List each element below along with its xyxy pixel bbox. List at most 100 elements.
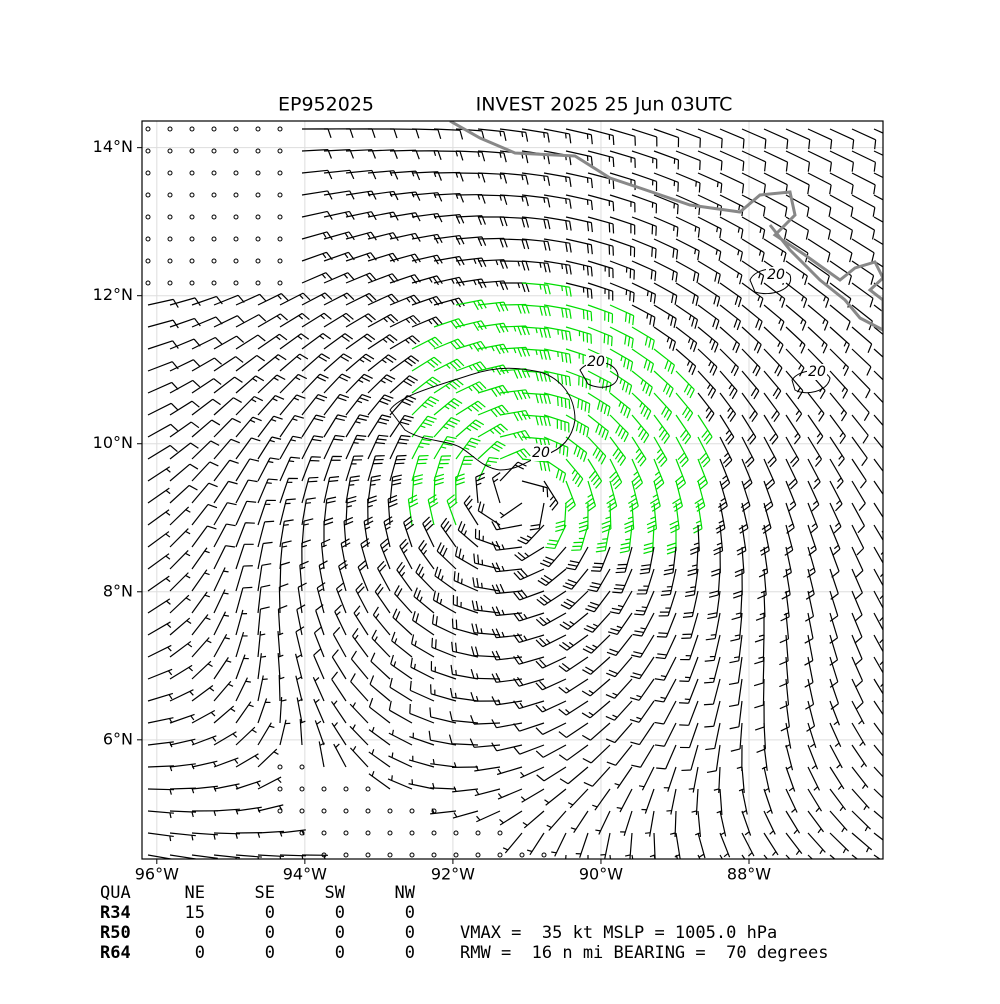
wind-barb — [631, 304, 656, 327]
wind-barb — [147, 575, 171, 592]
wind-barb — [763, 370, 782, 400]
wind-barb — [455, 172, 486, 183]
wind-barb — [477, 259, 508, 269]
wind-barb — [711, 546, 721, 577]
wind-barb — [491, 583, 523, 595]
calm-marker — [365, 830, 371, 836]
wind-barb — [629, 678, 655, 701]
wind-barb — [299, 719, 306, 746]
wind-barb — [394, 585, 413, 614]
wind-barb — [499, 260, 530, 271]
wind-barb — [653, 436, 668, 468]
wind-barb — [433, 234, 465, 245]
wind-barb — [389, 414, 414, 438]
wind-barb — [452, 786, 479, 793]
calm-marker — [365, 786, 371, 792]
wind-barb — [546, 810, 567, 831]
wind-barb — [191, 461, 219, 482]
wind-barb — [609, 194, 636, 213]
wind-barb — [829, 590, 839, 622]
wind-barb — [719, 304, 742, 331]
wind-barb — [521, 216, 551, 230]
wind-barb — [434, 566, 457, 592]
wind-barb — [763, 458, 776, 490]
wind-barb — [753, 656, 765, 687]
wind-barb — [191, 735, 217, 746]
wind-barb — [491, 742, 523, 752]
wind-barb — [453, 571, 479, 592]
wind-barb — [301, 394, 328, 416]
wind-barb — [521, 326, 551, 339]
wind-barb — [455, 278, 487, 289]
wind-barb — [387, 775, 413, 790]
wind-barb — [763, 436, 777, 468]
calm-marker — [233, 192, 239, 198]
wind-barb — [499, 502, 523, 519]
wind-barb — [323, 128, 354, 138]
wind-barb — [559, 766, 589, 785]
wind-barb — [297, 582, 307, 614]
wind-barb — [477, 364, 509, 376]
wind-barb — [470, 646, 501, 658]
wind-barb — [634, 590, 655, 616]
wind-barb — [829, 326, 850, 354]
wind-barb — [606, 634, 633, 657]
wind-barb — [581, 678, 611, 697]
wind-barb — [367, 414, 392, 438]
wind-barb — [169, 421, 200, 438]
wind-barb — [521, 128, 550, 143]
wind-barb — [345, 190, 377, 200]
wind-barb — [323, 434, 345, 460]
wind-barb — [408, 779, 435, 790]
wind-barb — [729, 700, 743, 730]
wind-barb — [316, 582, 326, 614]
wind-barb — [631, 370, 653, 397]
wind-barb — [279, 540, 292, 570]
wind-barb — [674, 832, 681, 859]
contour-label-bg — [586, 354, 606, 370]
wind-barb — [675, 304, 699, 329]
wind-barb — [570, 810, 589, 834]
calm-marker — [255, 192, 261, 198]
wind-barb — [829, 766, 845, 790]
wind-barb — [477, 280, 509, 291]
wind-barb — [513, 676, 545, 687]
wind-barb — [565, 436, 588, 462]
wind-barb — [433, 358, 465, 372]
wind-barb — [213, 680, 234, 702]
wind-barb — [345, 373, 373, 394]
wind-barb — [707, 590, 721, 620]
title-left: EP952025 — [278, 94, 374, 116]
wind-barb — [728, 678, 743, 708]
wind-barb — [805, 568, 815, 600]
wind-barb — [851, 832, 873, 853]
wind-barb — [807, 414, 824, 445]
wind-barb — [169, 854, 196, 859]
wind-barb — [697, 238, 722, 262]
wind-barb — [279, 435, 303, 460]
wind-barb — [675, 172, 701, 193]
wind-barb — [741, 304, 763, 331]
wind-barb — [609, 304, 635, 326]
wind-barb — [851, 282, 874, 308]
wind-barb — [851, 788, 870, 811]
wind-barb — [672, 480, 683, 512]
wind-barb — [257, 520, 275, 548]
wind-barb — [591, 546, 611, 572]
wind-barb — [784, 524, 794, 556]
wind-barb — [349, 746, 369, 768]
wind-barb — [558, 744, 589, 761]
wind-barb — [587, 282, 614, 301]
wind-barb — [758, 546, 769, 578]
wind-barb — [213, 633, 230, 658]
wind-barb — [213, 459, 239, 482]
calm-marker — [321, 830, 327, 836]
wind-barb — [147, 444, 178, 460]
y-tick-label: 8°N — [103, 581, 133, 600]
wind-barb — [433, 435, 457, 460]
wind-barb — [639, 546, 655, 575]
wind-barb — [257, 675, 268, 702]
wind-barb — [873, 216, 883, 223]
wind-barb — [474, 788, 501, 797]
wind-barb — [646, 502, 658, 534]
